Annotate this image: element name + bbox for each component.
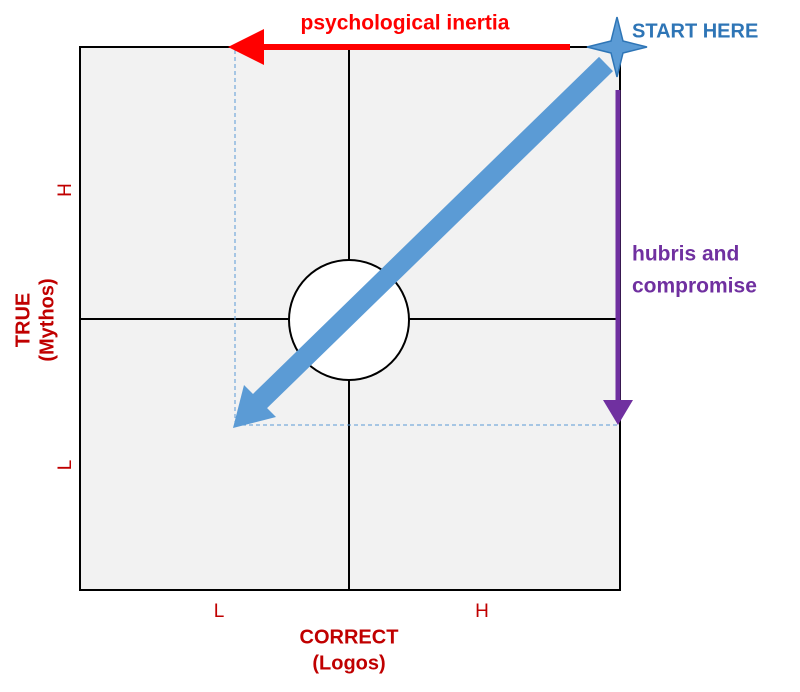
y-title: TRUE	[12, 293, 34, 347]
x-high: H	[475, 601, 489, 622]
diagonal-arrow-shaft	[251, 56, 613, 411]
x-title: CORRECT	[300, 626, 399, 648]
diagonal-arrow-head	[233, 385, 276, 428]
y-title: (Mythos)	[36, 278, 58, 361]
x-low: L	[214, 601, 225, 622]
side-label: compromise	[632, 275, 757, 298]
x-title: (Logos)	[312, 652, 385, 674]
y-low: L	[55, 460, 76, 471]
side-label: hubris and	[632, 243, 739, 266]
top-label: psychological inertia	[301, 12, 510, 35]
start-star	[586, 16, 648, 78]
start-label: START HERE	[632, 20, 758, 42]
y-high: H	[55, 183, 76, 197]
